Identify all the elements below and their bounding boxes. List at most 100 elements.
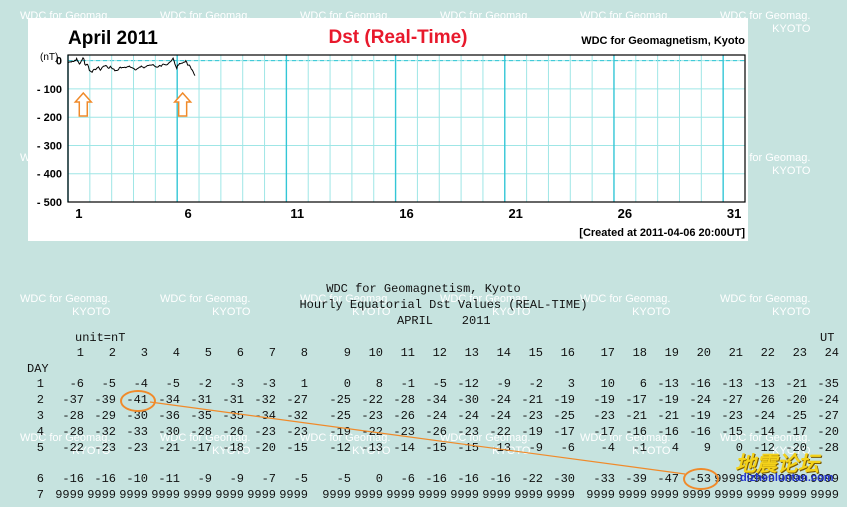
dst-cell: -16 [62, 472, 84, 486]
dst-cell: 0 [735, 441, 743, 455]
dst-cell: 0 [343, 377, 351, 391]
hour-header: 4 [172, 346, 180, 360]
hour-header: 16 [560, 346, 575, 360]
hour-header: 23 [792, 346, 807, 360]
y-tick-label: - 500 [37, 197, 62, 209]
watermark: WDC for Geomag.KYOTO [20, 293, 110, 319]
dst-cell: 9999 [746, 488, 775, 502]
chart-period: April 2011 [68, 28, 158, 49]
watermark-line-2: KYOTO [772, 23, 811, 35]
dst-cell: 9999 [714, 488, 743, 502]
hour-header: 14 [496, 346, 511, 360]
y-tick-label: - 100 [37, 84, 62, 96]
y-tick-label: - 300 [37, 140, 62, 152]
dst-cell: -24 [753, 409, 775, 423]
dst-cell: -13 [753, 377, 775, 391]
dst-cell: -2 [197, 377, 212, 391]
hour-header: 2 [108, 346, 116, 360]
watermark: WDC for Geomag.KYOTO [720, 432, 810, 458]
arrow-marker [172, 91, 193, 117]
chart-source: WDC for Geomagnetism, Kyoto [581, 35, 745, 47]
dst-cell: -39 [625, 472, 647, 486]
hour-header: 20 [696, 346, 711, 360]
dst-cell: -29 [94, 409, 116, 423]
dst-cell: -17 [553, 425, 575, 439]
hour-header: 9 [343, 346, 351, 360]
dst-cell: -15 [286, 441, 308, 455]
table-header-2: Hourly Equatorial Dst Values (REAL-TIME) [299, 298, 588, 312]
watermark-line-1: WDC for Geomag. [440, 293, 531, 305]
hour-header: 8 [300, 346, 308, 360]
hour-header: 21 [728, 346, 743, 360]
forum-logo: 地震论坛 [735, 451, 819, 476]
dst-chart: April 2011 Dst (Real-Time) WDC for Geoma… [37, 27, 746, 239]
dst-cell: 9999 [247, 488, 276, 502]
hour-header: 11 [400, 346, 415, 360]
dst-cell: 1 [300, 377, 308, 391]
dst-cell: -5 [101, 377, 116, 391]
hour-header: 3 [140, 346, 148, 360]
unit-label: unit=nT [75, 331, 126, 345]
watermark-line-2: KYOTO [492, 306, 531, 318]
hour-header: 18 [632, 346, 647, 360]
day-number: 7 [36, 488, 44, 502]
dst-cell: 9999 [514, 488, 543, 502]
y-tick-label: - 200 [37, 112, 62, 124]
watermark-line-1: WDC for Geomag. [720, 432, 811, 444]
dst-cell: -9 [496, 377, 511, 391]
dst-cell: -16 [94, 472, 116, 486]
dst-cell: -20 [817, 425, 839, 439]
hour-header: 17 [600, 346, 615, 360]
dst-cell: 9999 [650, 488, 679, 502]
dst-cell: -20 [785, 393, 807, 407]
dst-cell: -9 [197, 472, 212, 486]
dst-cell: -5 [293, 472, 308, 486]
x-tick-label: 11 [290, 206, 304, 221]
x-tick-label: 1 [75, 206, 82, 221]
hour-header: 7 [268, 346, 276, 360]
dst-cell: 9999 [151, 488, 180, 502]
dst-cell: 9999 [482, 488, 511, 502]
y-axis-label: (nT) [40, 52, 58, 63]
dst-cell: -5 [432, 377, 447, 391]
dst-cell: 9999 [682, 488, 711, 502]
watermark-line-2: KYOTO [632, 306, 671, 318]
dst-cell: 9999 [418, 488, 447, 502]
dst-cell: -9 [229, 472, 244, 486]
dst-cell: -3 [229, 377, 244, 391]
hour-header: 5 [204, 346, 212, 360]
dst-cell: -27 [817, 409, 839, 423]
watermark-line-1: WDC for Geomag. [580, 293, 671, 305]
dst-cell: -17 [785, 425, 807, 439]
dst-cell: -12 [457, 377, 479, 391]
hour-header: 10 [368, 346, 383, 360]
dst-cell: -28 [817, 441, 839, 455]
dst-cell: -32 [94, 425, 116, 439]
dst-cell: -20 [785, 441, 807, 455]
plot-frame [67, 54, 746, 203]
dst-cell: 9999 [354, 488, 383, 502]
dst-cell: -3 [261, 377, 276, 391]
y-tick-label: - 400 [37, 169, 62, 181]
watermark-line-2: KYOTO [72, 306, 111, 318]
highlight-circle-min-early [120, 390, 156, 412]
chart-title: Dst (Real-Time) [328, 27, 467, 48]
dst-cell: -2 [528, 377, 543, 391]
dst-cell: -28 [62, 425, 84, 439]
x-tick-label: 26 [618, 206, 632, 221]
x-tick-label: 16 [399, 206, 413, 221]
dst-cell: -10 [126, 472, 148, 486]
day-number: 3 [36, 409, 44, 423]
dst-cell: -33 [126, 425, 148, 439]
dst-cell: -4 [133, 377, 148, 391]
created-stamp: [Created at 2011-04-06 20:00UT] [579, 227, 745, 239]
watermark: WDC for Geomag.KYOTO [20, 432, 110, 458]
y-tick-label: 0 [56, 56, 62, 68]
dst-cell: 8 [375, 377, 383, 391]
dst-cell: -23 [721, 409, 743, 423]
table-header-1: WDC for Geomagnetism, Kyoto [326, 282, 521, 296]
dst-cell: -7 [261, 472, 276, 486]
watermark-line-2: KYOTO [212, 306, 251, 318]
watermark-line-1: WDC for Geomag. [160, 293, 251, 305]
dst-cell: 9999 [450, 488, 479, 502]
